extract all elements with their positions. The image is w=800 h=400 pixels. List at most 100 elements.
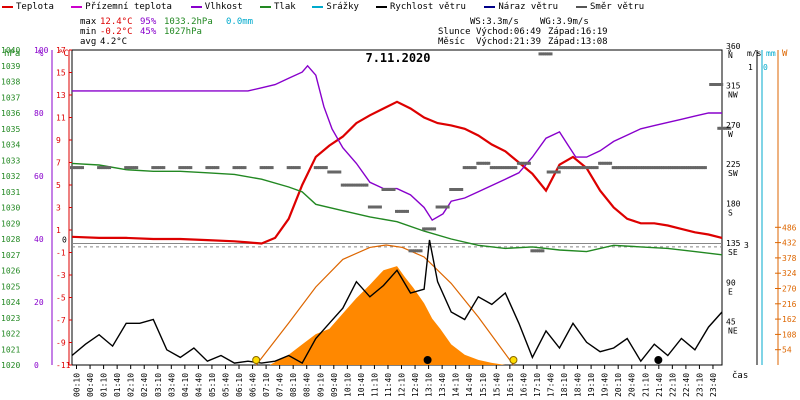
wind-dir-mark [542,52,546,56]
wind-dir-mark [336,170,340,174]
legend-bar: Teplota Přízemní teplota Vlhkost Tlak Srážky… [0,0,800,16]
wind-dir-mark [205,166,209,170]
wind-dir-mark [320,166,324,170]
wind-dir-mark [453,188,457,191]
wind-dir-tick-label: 270 [726,121,741,130]
wind-dir-mark [189,166,193,170]
pressure-tick-label: 1028 [1,235,20,244]
legend-swatch [190,5,202,8]
temperature-tick-label: -11 [56,361,71,370]
wind-dir-mark [232,166,236,170]
pressure-tick-label: 1023 [1,314,20,323]
legend-item: Vlhkost [190,2,243,12]
wind-dir-mark [426,227,430,231]
wind-speed-axis-unit: m/s [747,49,762,58]
wind-dir-mark [719,126,723,130]
x-tick-label: 08:40 [303,373,312,397]
wind-dir-mark [318,166,322,170]
x-tick-label: 22:10 [668,373,677,397]
wind-dir-mark [494,166,498,170]
wind-dir-mark [604,161,608,165]
pressure-tick-label: 1037 [1,93,20,102]
wind-dir-mark [376,205,380,209]
wind-dir-mark [151,166,155,170]
wind-dir-mark [600,161,604,165]
x-tick-label: 17:10 [533,373,542,397]
wind-dir-mark [713,83,717,86]
wind-dir-mark [403,209,407,213]
stat-max-label: max [80,17,97,27]
wind-dir-mark [214,166,218,170]
wind-dir-mark [692,166,696,170]
wind-dir-mark [97,166,101,170]
wind-dir-mark [559,166,563,170]
wind-dir-mark [378,205,382,209]
x-tick-label: 04:40 [194,373,203,397]
legend-swatch [260,5,271,8]
x-tick-label: 06:10 [235,373,244,397]
wind-dir-mark [676,166,680,170]
wind-dir-mark [70,166,73,170]
wind-dir-mark [135,166,139,170]
wind-dir-mark [573,166,577,170]
x-tick-label: 11:10 [370,373,379,397]
sun-marker [509,356,518,364]
stat-min-humidity: 45% [140,27,157,37]
wind-dir-mark [606,161,610,165]
temperature-tick-label: 1 [56,226,61,235]
temperature-tick-label: -1 [56,249,66,258]
wind-dir-mark [383,188,387,191]
wind-dir-mark [295,166,299,170]
wind-dir-mark [602,161,606,165]
temperature-tick-label: 15 [56,69,66,78]
wind-dir-tick-label: 225 [726,160,741,169]
wind-dir-mark [686,166,689,170]
legend-item: Srážky [312,2,359,12]
wind-dir-mark [209,166,213,170]
pressure-tick-label: 1031 [1,188,20,197]
wind-dir-mark [293,166,297,170]
wind-dir-mark [212,166,215,170]
x-tick-label: 20:40 [628,373,637,397]
wind-dir-mark [99,166,103,170]
x-tick-label: 14:40 [465,373,474,397]
wind-dir-mark [534,249,538,253]
pressure-axis-unit: hPa [4,49,20,59]
temperature-tick-label: 9 [56,136,61,145]
legend-item: Tlak [260,2,296,12]
stat-sunrise: Východ:06:49 [476,27,542,37]
wind-dir-mark [557,170,561,174]
wind-dir-mark [207,166,211,170]
pressure-tick-label: 1027 [1,251,20,260]
wind-dir-mark [476,161,480,165]
wind-dir-mark [395,209,398,213]
temperature-tick-label: -3 [56,271,66,280]
wind-dir-mark [514,166,518,170]
wind-dir-mark [485,161,489,165]
wind-dir-mark [654,166,658,170]
wind-dir-mark [358,183,362,187]
wind-dir-mark [367,205,371,209]
wind-dir-mark [595,166,599,170]
legend-label: Rychlost větru [390,2,466,12]
wind-dir-mark [591,166,595,170]
wind-dir-mark [462,166,466,170]
wind-dir-mark [349,183,353,187]
wind-dir-mark [540,52,544,56]
pressure-tick-label: 1040 [1,46,20,55]
legend-swatch [484,5,496,8]
pressure-tick-label: 1021 [1,345,20,354]
x-tick-label: 01:10 [100,373,109,397]
legend-label: Přízemní teplota [85,2,172,12]
wind-dir-mark [649,166,653,170]
series-line [71,100,723,245]
wind-dir-mark [331,170,335,174]
x-tick-label: 21:40 [655,373,664,397]
wind-dir-mark [711,83,715,86]
wind-dir-mark [343,183,346,187]
wind-dir-mark [415,249,419,253]
solar-tick-label: 378 [782,254,797,263]
wind-dir-mark [128,166,132,170]
legend-item: Teplota [2,2,54,12]
wind-dir-mark [351,183,355,187]
